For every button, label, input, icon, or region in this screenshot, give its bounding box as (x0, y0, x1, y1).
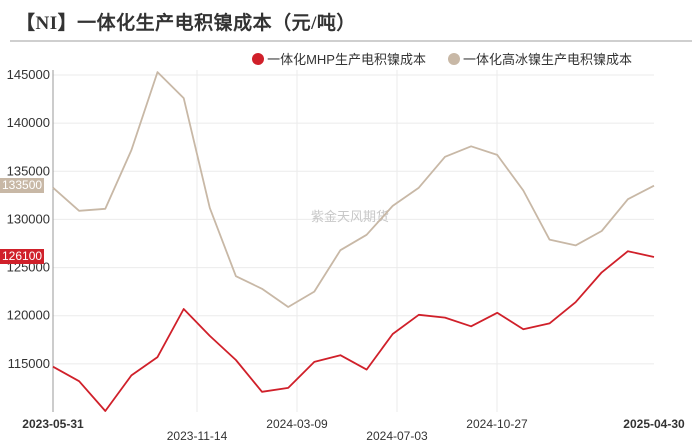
x-tick-label: 2024-10-27 (466, 417, 528, 431)
x-tick-label: 2023-11-14 (167, 429, 228, 443)
chart-legend: 一体化MHP生产电积镍成本 一体化高冰镍生产电积镍成本 (252, 49, 632, 68)
gridlines (53, 70, 654, 412)
series-lines (52, 71, 655, 412)
series-line (52, 71, 655, 308)
watermark: 紫金天风期货 (311, 209, 389, 224)
legend-dot-icon (447, 52, 460, 65)
x-tick-label: 2025-04-30 (623, 417, 685, 431)
title-divider (10, 40, 692, 42)
x-tick-label: 2024-03-09 (266, 417, 328, 431)
y-tick-label: 145000 (7, 67, 50, 82)
x-axis: 2023-05-31 2023-11-14 2024-03-09 2024-07-03… (22, 417, 685, 443)
x-tick-label: 2023-05-31 (22, 417, 84, 431)
legend-item-mhp[interactable]: 一体化MHP生产电积镍成本 (252, 49, 426, 68)
y-tick-label: 135000 (7, 163, 50, 178)
legend-label: 一体化MHP生产电积镍成本 (267, 52, 426, 67)
legend-dot-icon (252, 52, 265, 65)
chart-title: 【NI】一体化生产电积镍成本（元/吨） (16, 13, 356, 34)
y-tick-label: 115000 (8, 356, 50, 371)
end-value-label-high-ice: 133500 (0, 177, 45, 193)
y-tick-label: 130000 (7, 211, 50, 226)
series-line (52, 250, 655, 412)
legend-item-high-ice[interactable]: 一体化高冰镍生产电积镍成本 (447, 49, 632, 68)
y-tick-label: 140000 (7, 115, 50, 130)
y-tick-label: 120000 (7, 308, 50, 323)
y-axis: 1450001400001350001300001250001200001150… (7, 67, 54, 412)
legend-label: 一体化高冰镍生产电积镍成本 (462, 52, 632, 67)
x-tick-label: 2024-07-03 (366, 429, 428, 443)
end-value-label-mhp: 126100 (0, 248, 45, 264)
